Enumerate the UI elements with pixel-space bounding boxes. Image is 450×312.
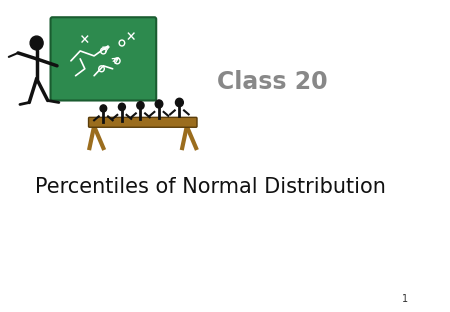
Circle shape xyxy=(155,100,163,108)
FancyBboxPatch shape xyxy=(50,17,156,100)
Circle shape xyxy=(137,102,144,109)
Circle shape xyxy=(176,98,183,107)
FancyBboxPatch shape xyxy=(89,117,197,127)
Circle shape xyxy=(118,103,126,111)
Text: 1: 1 xyxy=(402,295,408,305)
Text: Class 20: Class 20 xyxy=(217,70,328,94)
Circle shape xyxy=(30,36,43,50)
Text: Percentiles of Normal Distribution: Percentiles of Normal Distribution xyxy=(35,177,386,197)
Circle shape xyxy=(100,105,107,112)
